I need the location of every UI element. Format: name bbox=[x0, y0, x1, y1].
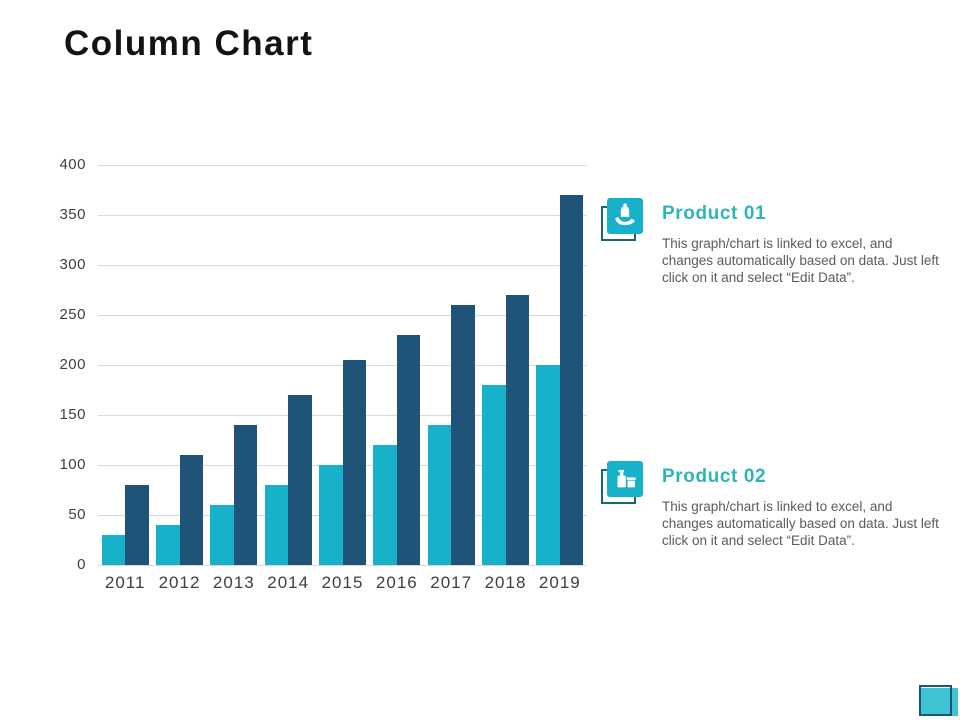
x-axis-label: 2017 bbox=[430, 573, 473, 592]
x-axis-label: 2013 bbox=[212, 573, 255, 592]
plot-area bbox=[98, 165, 587, 566]
bar-2018-product-02 bbox=[505, 295, 529, 565]
bar-2017-product-02 bbox=[451, 305, 475, 565]
corner-decoration bbox=[918, 684, 960, 720]
x-axis-label: 2018 bbox=[484, 573, 527, 592]
y-axis-label: 300 bbox=[59, 256, 86, 273]
corner-outline-square bbox=[919, 685, 952, 716]
description-line: This graph/chart is linked to excel, and bbox=[662, 236, 893, 251]
icon-fill-square bbox=[607, 198, 643, 234]
bar-2011-product-01 bbox=[101, 535, 126, 565]
x-axis-label: 2012 bbox=[158, 573, 201, 592]
gridline bbox=[98, 315, 587, 316]
bar-2015-product-01 bbox=[319, 465, 343, 565]
description-line: changes automatically based on data. Jus… bbox=[662, 253, 939, 268]
gridline bbox=[98, 165, 587, 166]
bar-2018-product-01 bbox=[482, 385, 506, 565]
bar-2013-product-01 bbox=[210, 505, 234, 565]
description-line: click on it and select “Edit Data”. bbox=[662, 533, 855, 548]
column-chart: 0 50 100 150 200 250 300 350 400 2011 2012 2013 2014… bbox=[0, 150, 620, 610]
x-axis-label: 2015 bbox=[321, 573, 364, 592]
bar-2016-product-01 bbox=[373, 445, 397, 565]
product-01-heading: Product 01 bbox=[662, 203, 767, 224]
bar-2015-product-02 bbox=[342, 360, 366, 565]
hand-holding-product-icon bbox=[600, 196, 648, 248]
y-axis-label: 100 bbox=[59, 456, 86, 473]
product-bottles-icon bbox=[600, 459, 648, 511]
bar-2014-product-01 bbox=[264, 485, 289, 565]
product-02-description: This graph/chart is linked to excel, and… bbox=[662, 498, 942, 549]
bar-2019-product-01 bbox=[536, 365, 560, 565]
x-axis-label: 2019 bbox=[538, 573, 581, 592]
bar-2017-product-01 bbox=[427, 425, 452, 565]
bar-2013-product-02 bbox=[233, 425, 258, 565]
y-axis-label: 250 bbox=[59, 306, 86, 323]
bar-2012-product-02 bbox=[179, 455, 203, 565]
bar-2016-product-02 bbox=[396, 335, 421, 565]
product-01-description: This graph/chart is linked to excel, and… bbox=[662, 235, 942, 286]
x-axis-label: 2011 bbox=[104, 573, 146, 592]
gridline bbox=[98, 565, 587, 566]
gridline bbox=[98, 265, 587, 266]
product-02-heading: Product 02 bbox=[662, 466, 767, 487]
description-line: changes automatically based on data. Jus… bbox=[662, 516, 939, 531]
x-axis-label: 2016 bbox=[375, 573, 418, 592]
y-axis-label: 150 bbox=[59, 406, 86, 423]
bar-2012-product-01 bbox=[156, 525, 180, 565]
bar-2011-product-02 bbox=[125, 485, 149, 565]
bar-2019-product-02 bbox=[559, 195, 584, 565]
bar-2014-product-02 bbox=[288, 395, 312, 565]
description-line: click on it and select “Edit Data”. bbox=[662, 270, 855, 285]
page-title: Column Chart bbox=[64, 24, 314, 63]
description-line: This graph/chart is linked to excel, and bbox=[662, 499, 893, 514]
x-axis-label: 2014 bbox=[267, 573, 310, 592]
y-axis-label: 200 bbox=[59, 356, 86, 373]
y-axis-label: 400 bbox=[59, 156, 86, 173]
gridline bbox=[98, 215, 587, 216]
y-axis-label: 350 bbox=[59, 206, 86, 223]
y-axis-label: 50 bbox=[68, 506, 86, 523]
y-axis-label: 0 bbox=[77, 556, 86, 573]
icon-fill-square bbox=[607, 461, 643, 497]
